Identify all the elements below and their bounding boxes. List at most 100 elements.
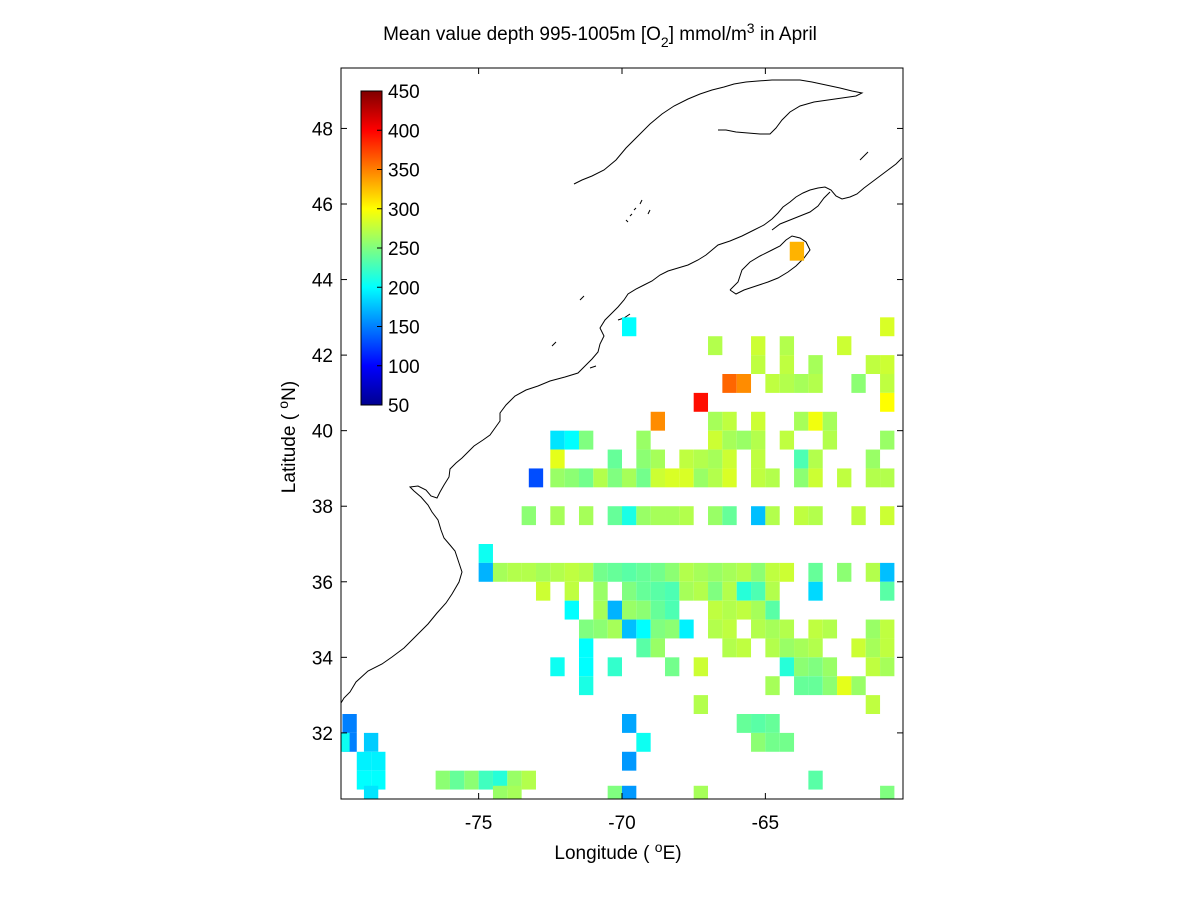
heatmap-cell [535, 581, 551, 601]
y-tick-label: 34 [312, 648, 334, 669]
heatmap-cell [722, 449, 737, 469]
heatmap-cell [578, 638, 594, 658]
heatmap-cell [665, 506, 680, 526]
heatmap-cell [880, 392, 895, 412]
heatmap-cell [622, 785, 637, 799]
heatmap-cell [693, 695, 709, 714]
heatmap-cell [464, 770, 479, 790]
heatmap-cell [865, 619, 881, 639]
heatmap-cell [808, 638, 823, 658]
heatmap-cell [665, 468, 680, 488]
heatmap-cell [363, 785, 379, 799]
heatmap-cell [650, 581, 666, 601]
xlabel-before: Longitude ( [554, 843, 655, 864]
heatmap-cell [808, 506, 823, 526]
heatmap-cell [622, 751, 637, 771]
heatmap-cell [449, 770, 465, 790]
heatmap-cell [679, 619, 694, 639]
heatmap-cell [765, 581, 780, 601]
ylabel-degree: o [275, 400, 291, 409]
heatmap-cell [607, 785, 622, 799]
heatmap-cell [492, 785, 508, 799]
heatmap-cell [751, 468, 766, 488]
heatmap-cell [736, 714, 752, 733]
heatmap-cell [521, 562, 536, 582]
heatmap-cell [679, 562, 694, 582]
heatmap-cell [578, 657, 594, 677]
heatmap-cell [564, 562, 579, 582]
heatmap-cell [693, 785, 709, 799]
heatmap-cell [822, 657, 838, 677]
heatmap-cell [736, 600, 752, 620]
heatmap-cell [722, 374, 737, 393]
heatmap-cell [751, 600, 766, 620]
colorbar-tick-label: 400 [388, 121, 420, 142]
heatmap-cell [679, 449, 694, 469]
title-subscript: 2 [660, 34, 669, 50]
colorbar-tick-label: 200 [388, 278, 420, 299]
heatmap-cell [865, 468, 881, 488]
heatmap-cell [880, 374, 895, 393]
heatmap-cell [808, 581, 823, 601]
heatmap-cell [679, 468, 694, 488]
heatmap-cell [650, 468, 666, 488]
heatmap-cell [794, 506, 809, 526]
heatmap-cell [765, 638, 780, 658]
heatmap-cell [765, 714, 780, 733]
heatmap-cell [837, 676, 852, 696]
heatmap-cell [693, 449, 709, 469]
heatmap-cell [865, 638, 881, 658]
x-tick-label: -75 [465, 813, 492, 834]
heatmap-cell [722, 638, 737, 658]
heatmap-cell [736, 581, 752, 601]
heatmap-cell [492, 770, 508, 790]
heatmap-cell [535, 562, 551, 582]
heatmap-cell [765, 468, 780, 488]
heatmap-cell [851, 506, 866, 526]
heatmap-cell [650, 600, 666, 620]
heatmap-cell [550, 657, 565, 677]
heatmap-cell [722, 619, 737, 639]
colorbar-tick-label: 300 [388, 200, 420, 221]
ylabel-after: N) [279, 380, 300, 401]
heatmap-cell [371, 751, 386, 771]
heatmap-cell [636, 619, 651, 639]
heatmap-cell [751, 449, 766, 469]
heatmap-cell [492, 562, 508, 582]
heatmap-cell [578, 430, 594, 450]
heatmap-cell [808, 770, 823, 790]
heatmap-cell [880, 785, 895, 799]
heatmap-cell [751, 355, 766, 374]
heatmap-cell [356, 751, 372, 771]
heatmap-cell [708, 581, 723, 601]
heatmap-cell [708, 619, 723, 639]
heatmap-cell [607, 562, 622, 582]
heatmap-cell [564, 468, 579, 488]
heatmap-cell [822, 619, 838, 639]
heatmap-cell [736, 374, 752, 393]
colorbar-tick-label: 450 [388, 82, 420, 103]
heatmap-cell [578, 676, 594, 696]
title-superscript: 3 [746, 20, 755, 36]
heatmap-cell [751, 430, 766, 450]
heatmap-cell [779, 336, 795, 356]
heatmap-cell [550, 506, 565, 526]
heatmap-cell [607, 506, 622, 526]
heatmap-cell [779, 657, 795, 677]
colorbar-tick-label: 50 [388, 396, 409, 417]
title-prefix: Mean value depth 995-1005m [O [383, 24, 661, 45]
heatmap-cell [636, 468, 651, 488]
heatmap-cell [751, 411, 766, 431]
title-suffix: in April [754, 24, 817, 45]
heatmap-cell [622, 506, 637, 526]
colorbar-ticks: 450 400 350 300 250 200 150 100 50 [377, 82, 420, 417]
heatmap-cell [880, 562, 895, 582]
heatmap-cell [371, 770, 386, 790]
heatmap-cell [765, 562, 780, 582]
heatmap-cell [636, 600, 651, 620]
heatmap-cell [880, 619, 895, 639]
heatmap-cell [528, 468, 544, 488]
heatmap-cell [865, 695, 881, 714]
heatmap-cell [622, 600, 637, 620]
heatmap-cell [578, 468, 594, 488]
